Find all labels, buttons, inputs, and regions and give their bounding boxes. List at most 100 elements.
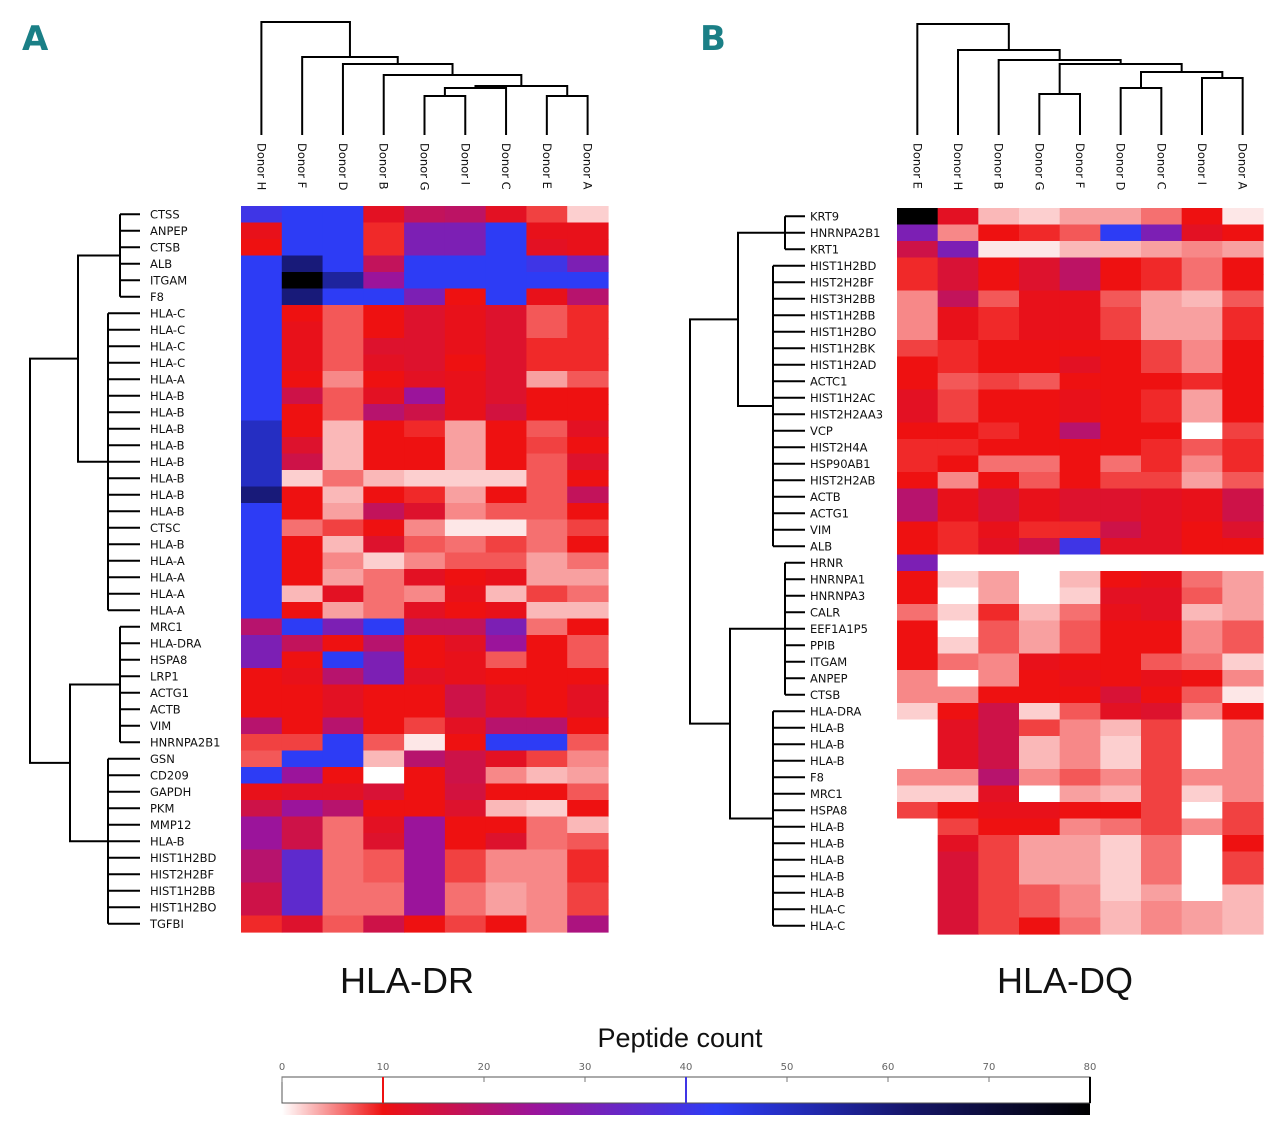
heatmap-cell xyxy=(241,288,283,306)
heatmap-cell xyxy=(937,323,979,341)
heatmap-cell xyxy=(897,472,939,490)
heatmap-cell xyxy=(567,437,609,455)
row-label: HLA-C xyxy=(150,339,185,353)
heatmap-cell xyxy=(404,305,446,323)
heatmap-cell xyxy=(1059,554,1101,572)
heatmap-cell xyxy=(567,387,609,405)
row-dendrogram-b xyxy=(689,215,805,927)
heatmap-cell xyxy=(567,503,609,521)
dendrogram-link xyxy=(77,254,120,463)
heatmap-cell xyxy=(322,651,364,669)
heatmap-cell xyxy=(526,354,568,372)
row-label: HLA-B xyxy=(810,721,845,735)
heatmap-cell xyxy=(1059,538,1101,556)
heatmap-cell xyxy=(363,272,405,290)
heatmap-cell xyxy=(281,651,324,669)
heatmap-cell xyxy=(322,255,364,273)
heatmap-cell xyxy=(1222,752,1264,770)
heatmap-cell xyxy=(444,486,487,504)
heatmap-cell xyxy=(363,882,405,900)
heatmap-cell xyxy=(1019,274,1061,292)
heatmap-cell xyxy=(526,767,568,785)
heatmap-cell xyxy=(978,538,1020,556)
heatmap-cell xyxy=(1019,455,1061,473)
row-labels-b: KRT9 HNRNPA2B1 KRT1 HIST1H2BD HIST2H2BF HIST3… xyxy=(810,209,883,933)
heatmap-cell xyxy=(281,453,324,471)
heatmap-cell xyxy=(1181,356,1223,374)
color-scale-tick-label: 0 xyxy=(279,1062,285,1073)
heatmap-cell xyxy=(281,866,324,884)
heatmap-cell xyxy=(978,571,1020,589)
heatmap-cell xyxy=(978,917,1020,935)
heatmap-cell xyxy=(937,917,979,935)
heatmap-cell xyxy=(1222,653,1264,671)
heatmap-cell xyxy=(485,255,528,273)
dendrogram-link xyxy=(729,627,785,820)
heatmap-cell xyxy=(281,668,324,686)
heatmap-cell xyxy=(404,371,446,389)
heatmap-cell xyxy=(937,389,979,407)
heatmap-cell xyxy=(322,849,364,867)
heatmap-cell xyxy=(281,222,324,240)
heatmap-cell xyxy=(1059,208,1101,226)
heatmap-cell xyxy=(322,618,364,636)
heatmap-cell xyxy=(1181,835,1223,853)
heatmap-cell xyxy=(1141,554,1183,572)
heatmap-cell xyxy=(1059,769,1101,787)
heatmap-cell xyxy=(1019,257,1061,275)
heatmap-cell xyxy=(444,420,487,438)
heatmap-cell xyxy=(978,653,1020,671)
heatmap-cell xyxy=(1141,637,1183,655)
row-label: VIM xyxy=(150,719,171,733)
row-label: HLA-B xyxy=(810,853,845,867)
row-label: HIST1H2AD xyxy=(810,358,877,372)
heatmap-cell xyxy=(444,503,487,521)
heatmap-cell xyxy=(567,222,609,240)
heatmap-cell xyxy=(363,222,405,240)
heatmap-cell xyxy=(363,750,405,768)
heatmap-cell xyxy=(322,866,364,884)
heatmap-cell xyxy=(404,321,446,339)
heatmap-cell xyxy=(897,901,939,919)
heatmap-cell xyxy=(485,618,528,636)
heatmap-cell xyxy=(1222,818,1264,836)
heatmap-cell xyxy=(1100,620,1142,638)
heatmap-cell xyxy=(567,783,609,801)
heatmap-cell xyxy=(1141,620,1183,638)
column-label: Donor B xyxy=(377,143,391,190)
heatmap-cell xyxy=(1181,439,1223,457)
row-label: HIST2H2BF xyxy=(810,275,874,289)
heatmap-cell xyxy=(444,470,487,488)
heatmap-cell xyxy=(404,684,446,702)
heatmap-cell xyxy=(241,206,283,224)
heatmap-cell xyxy=(526,470,568,488)
heatmap-cell xyxy=(526,288,568,306)
color-scale-tick-label: 40 xyxy=(680,1062,693,1073)
row-label: F8 xyxy=(810,770,824,784)
row-label: ALB xyxy=(150,257,172,271)
heatmap-cell xyxy=(1100,901,1142,919)
heatmap-cell xyxy=(1100,571,1142,589)
heatmap-cell xyxy=(1019,488,1061,506)
heatmap-cell xyxy=(363,701,405,719)
heatmap-cell xyxy=(1181,571,1223,589)
heatmap-cell xyxy=(937,224,979,242)
heatmap-cell xyxy=(363,849,405,867)
heatmap-cell xyxy=(1019,323,1061,341)
heatmap-cell xyxy=(1181,917,1223,935)
heatmap-cell xyxy=(485,734,528,752)
heatmap-cell xyxy=(897,521,939,539)
title-hla-dq: HLA-DQ xyxy=(997,960,1133,1001)
heatmap-cell xyxy=(444,899,487,917)
heatmap-cell xyxy=(937,554,979,572)
heatmap-cell xyxy=(978,604,1020,622)
heatmap-cell xyxy=(444,849,487,867)
heatmap-cell xyxy=(897,884,939,902)
heatmap-cell xyxy=(897,653,939,671)
heatmap-cell xyxy=(1019,538,1061,556)
heatmap-cell xyxy=(322,519,364,537)
heatmap-cell xyxy=(241,618,283,636)
heatmap-cell xyxy=(897,323,939,341)
heatmap-cell xyxy=(1141,208,1183,226)
row-label: MRC1 xyxy=(810,787,843,801)
